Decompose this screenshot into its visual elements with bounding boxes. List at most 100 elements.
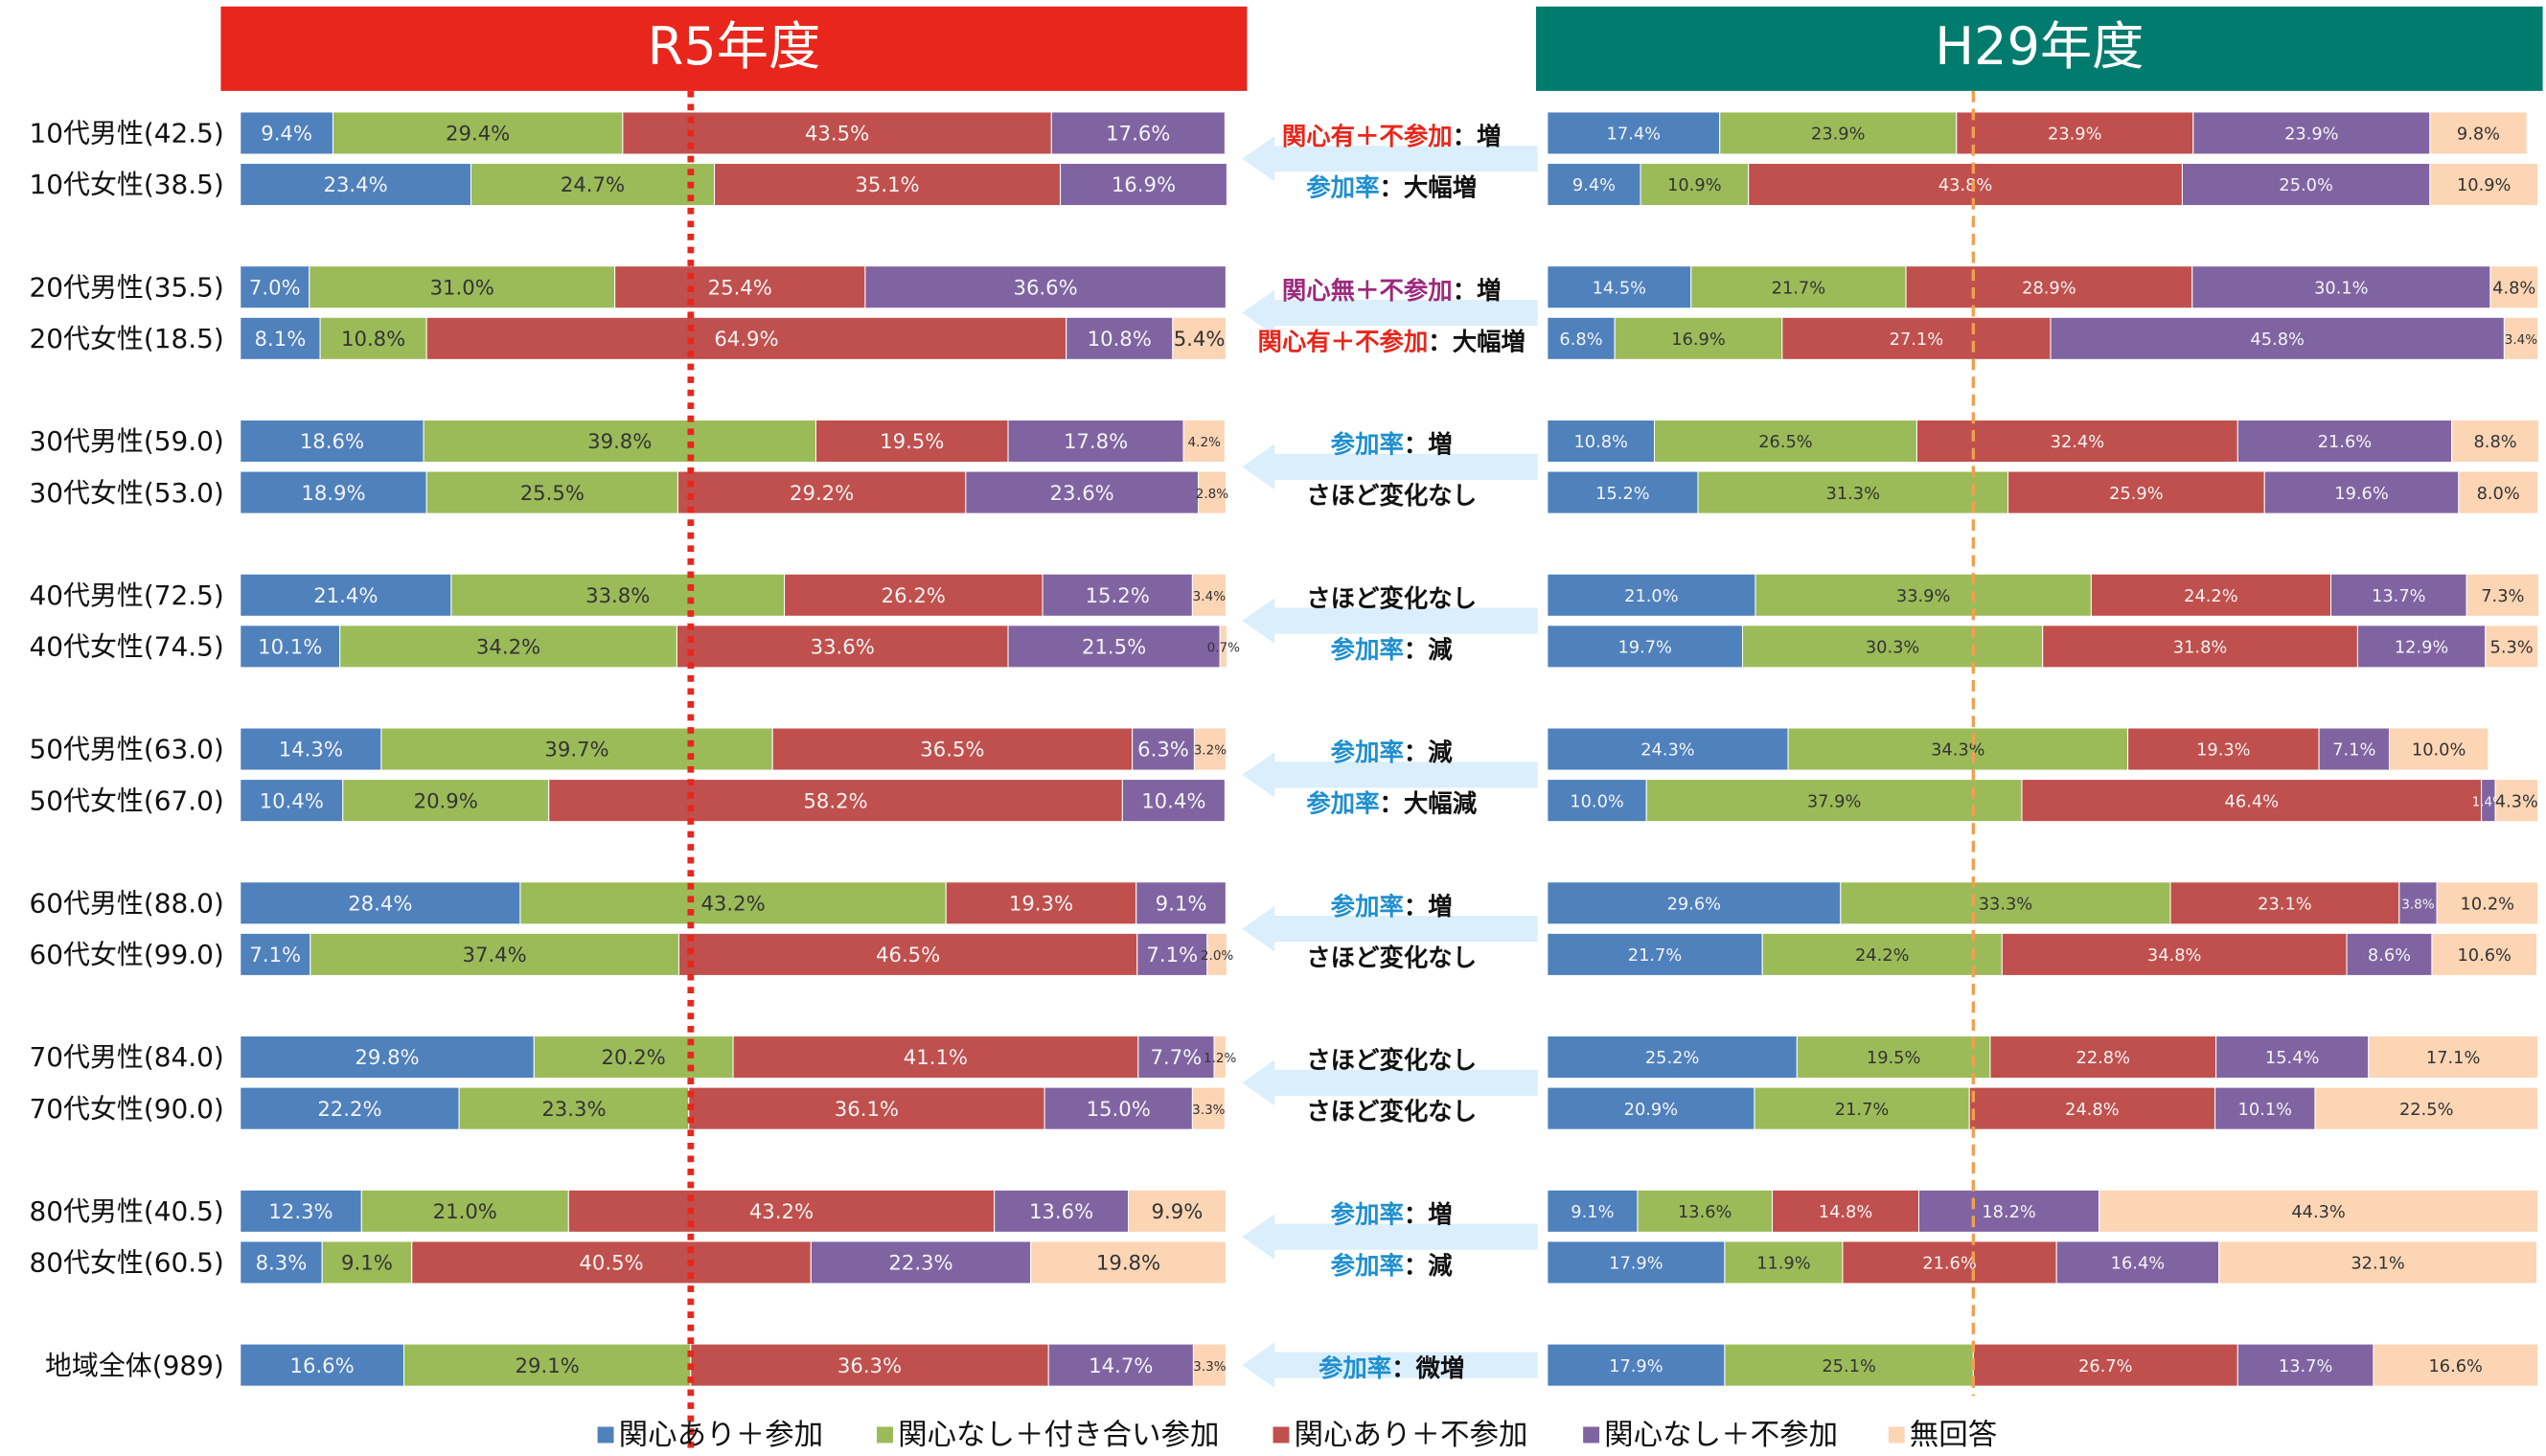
category-label: 80代男性(40.5) <box>29 1195 223 1227</box>
data-label: 9.4% <box>1572 175 1616 195</box>
data-label: 24.7% <box>561 172 625 196</box>
bar-segment <box>994 1189 1130 1233</box>
data-label: 41.1% <box>904 1045 968 1069</box>
data-label: 21.6% <box>2318 432 2373 452</box>
data-label: 10.2% <box>2461 894 2515 914</box>
data-label: 24.3% <box>1640 740 1695 761</box>
data-label: 40.5% <box>579 1251 643 1275</box>
arrow <box>1242 1059 1538 1106</box>
bar-segment <box>814 419 1009 464</box>
bar-segment <box>240 1343 405 1387</box>
data-label: 17.9% <box>1609 1356 1663 1376</box>
data-label: 14.3% <box>279 738 343 762</box>
annotation-key: 参加率 <box>1331 892 1404 921</box>
category-label: 50代女性(67.0) <box>29 785 223 816</box>
legend-swatch <box>597 1426 614 1444</box>
bar-segment <box>1956 111 2194 155</box>
annotation: 参加率：大幅増 <box>1306 173 1477 202</box>
category-label: 70代女性(90.0) <box>29 1093 223 1125</box>
data-label: 10.4% <box>260 788 324 812</box>
data-label: 22.5% <box>2399 1100 2454 1120</box>
data-label: 20.9% <box>414 788 478 812</box>
data-label: 36.3% <box>837 1354 902 1377</box>
annotation-text: さほど変化なし <box>1306 1046 1477 1075</box>
bar-segment <box>2214 1086 2316 1130</box>
data-label: 35.1% <box>855 172 919 196</box>
bar-segment <box>1135 881 1227 925</box>
bar-segment <box>1050 111 1226 155</box>
data-label: 7.3% <box>2481 586 2524 606</box>
data-label: 10.8% <box>1573 432 1628 452</box>
bar-segment <box>240 316 321 360</box>
category-label: 30代女性(53.0) <box>29 477 223 509</box>
data-label: 26.2% <box>882 583 946 607</box>
annotation-text: ：大幅増 <box>1428 327 1525 355</box>
bar-segment <box>332 111 624 155</box>
data-label: 24.2% <box>2184 586 2238 606</box>
bar-segment <box>2429 111 2528 155</box>
annotation: 参加率：減 <box>1331 635 1454 664</box>
bar-segment <box>2429 163 2539 207</box>
chart-title: H29年度 <box>1935 16 2144 77</box>
data-label: 20.2% <box>602 1045 666 1069</box>
data-label: 39.8% <box>587 429 652 453</box>
bar-segment <box>2218 1240 2538 1285</box>
data-label: 32.1% <box>2351 1254 2405 1274</box>
data-label: 13.6% <box>1029 1199 1093 1223</box>
data-label: 23.9% <box>1811 125 1866 145</box>
data-label: 3.4% <box>2505 332 2538 348</box>
bar-segment <box>423 419 816 464</box>
annotation-key: 参加率 <box>1331 1251 1404 1280</box>
data-label: 15.2% <box>1086 583 1150 607</box>
annotation: さほど変化なし <box>1306 943 1477 971</box>
data-label: 10.8% <box>341 327 405 351</box>
bar-segment <box>1128 1189 1227 1233</box>
data-label: 24.2% <box>1855 945 1910 966</box>
bar-segment <box>1781 316 2052 360</box>
legend-label: 関心あり＋参加 <box>619 1419 823 1452</box>
annotation-text: ：減 <box>1404 1251 1453 1280</box>
annotation-key: 参加率 <box>1306 789 1379 818</box>
bar-segment <box>676 625 1009 669</box>
data-label: 11.9% <box>1756 1254 1811 1274</box>
data-label: 4.2% <box>1188 435 1222 450</box>
data-label: 6.3% <box>1137 738 1189 762</box>
data-label: 46.5% <box>876 943 940 967</box>
data-label: 10.9% <box>1667 175 1722 195</box>
annotation-text: さほど変化なし <box>1306 583 1477 612</box>
bar-segment <box>1547 1086 1755 1130</box>
bar-segment <box>1191 573 1227 617</box>
category-label: 60代男性(88.0) <box>29 887 223 919</box>
bar-segment <box>1547 1189 1639 1233</box>
bar-segment <box>2398 881 2438 925</box>
data-label: 33.3% <box>1979 894 2033 914</box>
data-label: 10.1% <box>258 635 322 659</box>
data-label: 34.3% <box>1931 740 1985 761</box>
data-label: 14.7% <box>1089 1354 1153 1377</box>
arrow <box>1242 444 1538 490</box>
data-label: 16.6% <box>2428 1356 2483 1376</box>
bar-segment <box>864 265 1227 309</box>
data-label: 7.7% <box>1151 1045 1203 1069</box>
category-label: 10代女性(38.5) <box>29 169 223 200</box>
bar-segment <box>2090 573 2332 617</box>
data-label: 28.4% <box>348 891 412 915</box>
bar-segment <box>1044 1086 1193 1130</box>
bar-segment <box>1136 932 1208 976</box>
category-label: 20代男性(35.5) <box>29 271 223 303</box>
data-label: 31.0% <box>430 275 494 299</box>
bar-segment <box>1206 932 1227 976</box>
data-label: 14.8% <box>1819 1202 1873 1222</box>
data-label: 10.0% <box>2412 740 2466 761</box>
data-label: 18.9% <box>301 481 365 505</box>
bar-segment <box>458 1086 690 1130</box>
data-label: 13.7% <box>2372 586 2426 606</box>
category-label: 40代男性(72.5) <box>29 580 223 611</box>
data-label: 28.9% <box>2022 278 2076 298</box>
data-label: 20.9% <box>1624 1100 1679 1120</box>
data-label: 3.8% <box>2401 897 2435 912</box>
bar-segment <box>240 470 427 514</box>
data-label: 9.8% <box>2457 125 2500 145</box>
bar-segment <box>2451 419 2540 464</box>
bar-segment <box>450 573 786 617</box>
